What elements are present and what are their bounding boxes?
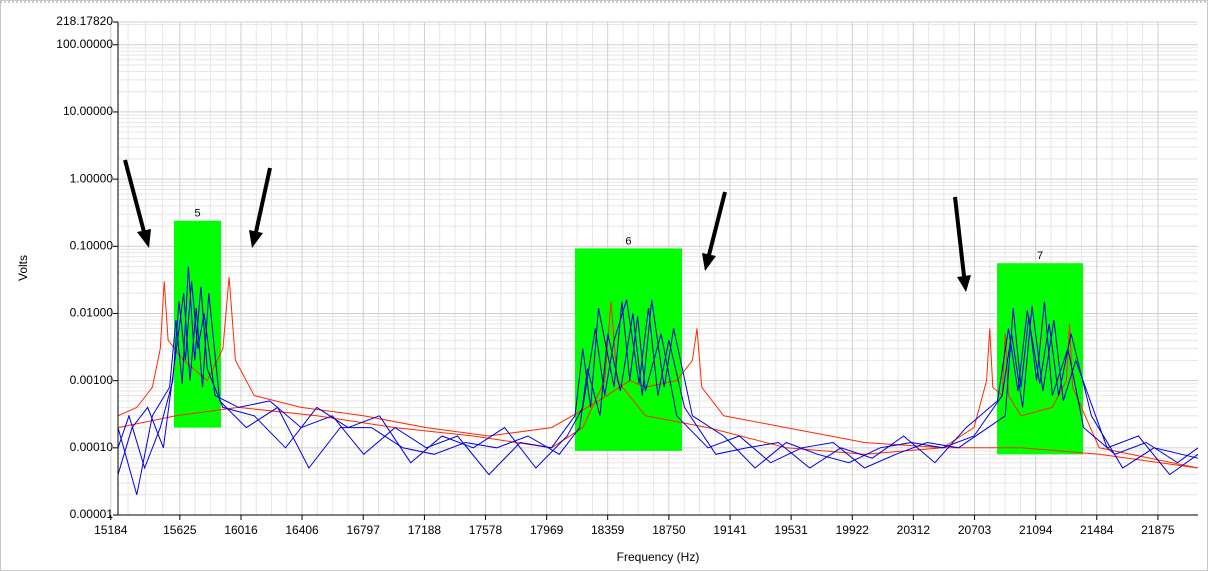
y-tick-label: 0.00100 [70, 373, 114, 387]
y-tick-label: 10.00000 [63, 104, 113, 118]
y-tick-label: 0.01000 [70, 306, 114, 320]
x-tick-label: 16016 [224, 523, 258, 537]
arrow-head [249, 230, 263, 248]
arrow [123, 159, 146, 233]
x-tick-label: 18359 [591, 523, 625, 537]
band-label: 7 [1037, 250, 1043, 262]
arrow-head [137, 229, 151, 248]
x-tick-label: 15184 [94, 523, 128, 537]
arrow [707, 191, 727, 256]
x-tick-label: 20703 [958, 523, 992, 537]
band [997, 263, 1083, 455]
x-tick-label: 17578 [469, 523, 503, 537]
x-tick-label: 17188 [408, 523, 442, 537]
x-tick-label: 19922 [836, 523, 870, 537]
x-axis-title: Frequency (Hz) [617, 550, 700, 564]
y-tick-label: 0.00001 [70, 507, 114, 521]
y-tick-label: 100.00000 [56, 37, 113, 51]
arrow [953, 196, 966, 277]
arrow-head [957, 275, 971, 292]
x-tick-label: 17969 [530, 523, 564, 537]
y-tick-label: 218.17820 [56, 14, 113, 28]
y-axis-title: Volts [16, 255, 30, 281]
x-tick-label: 21094 [1019, 523, 1053, 537]
band-label: 5 [194, 208, 200, 220]
arrow-head [702, 253, 716, 271]
annotation-arrows [123, 159, 971, 292]
y-tick-label: 0.10000 [70, 238, 114, 252]
x-tick-label: 20312 [897, 523, 931, 537]
y-tick-label: 0.00010 [70, 440, 114, 454]
lines [117, 266, 1199, 495]
band-label: 6 [625, 235, 631, 247]
x-tick-label: 19531 [774, 523, 808, 537]
x-tick-label: 21484 [1080, 523, 1114, 537]
x-tick-label: 16406 [285, 523, 319, 537]
axes: 0.00001 0.00010 0.00100 0.01000 0.10000 1.000… [56, 14, 1198, 537]
series-line [117, 276, 1199, 469]
x-tick-label: 21875 [1141, 523, 1175, 537]
x-tick-label: 16797 [347, 523, 381, 537]
x-tick-label: 15625 [163, 523, 197, 537]
x-tick-label: 18750 [652, 523, 686, 537]
x-tick-label: 19141 [713, 523, 747, 537]
series-line [117, 293, 1199, 476]
band [574, 248, 683, 451]
arrow [254, 167, 272, 233]
y-tick-label: 1.00000 [70, 171, 114, 185]
